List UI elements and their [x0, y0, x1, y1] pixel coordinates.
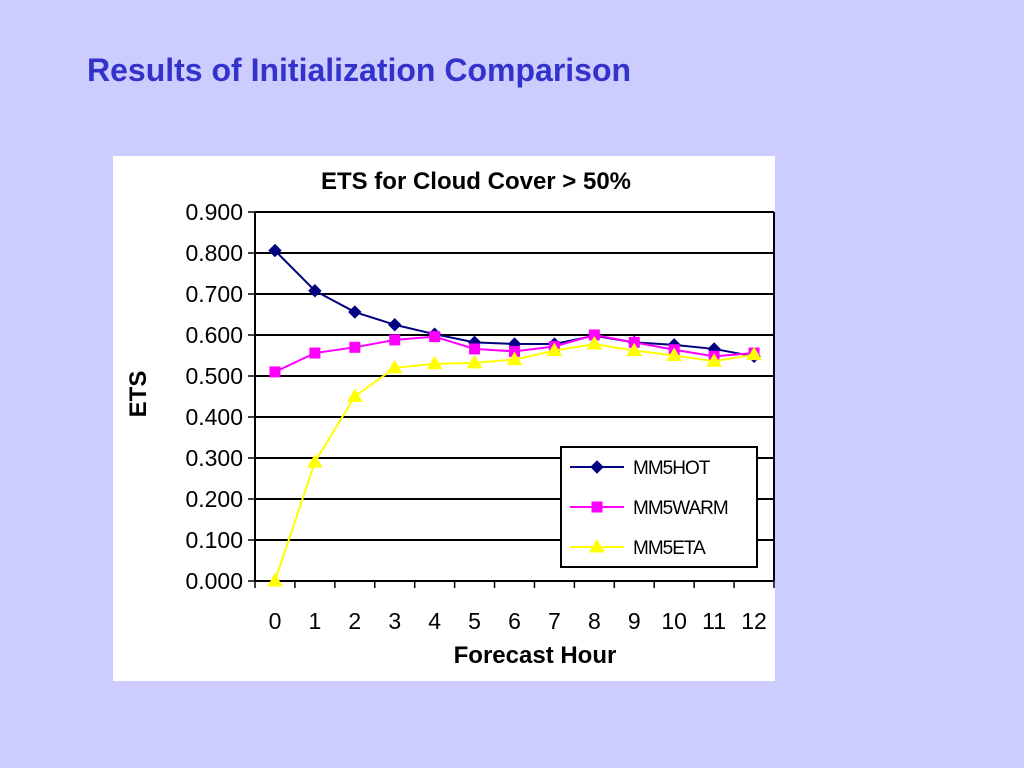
data-point-triangle — [466, 354, 483, 369]
data-point-triangle — [586, 336, 603, 350]
y-tick-label: 0.900 — [185, 199, 243, 225]
data-point-square — [309, 347, 321, 359]
data-point-triangle — [267, 573, 283, 587]
series-lines — [267, 243, 762, 587]
data-point-square — [591, 501, 603, 513]
y-tick-label: 0.600 — [185, 322, 243, 348]
y-tick-label: 0.800 — [185, 240, 243, 266]
legend-label: MM5WARM — [633, 498, 728, 519]
data-point-square — [429, 331, 441, 343]
y-tick-label: 0.000 — [185, 568, 243, 594]
x-tick-label: 5 — [468, 608, 481, 634]
y-tick-label: 0.400 — [185, 404, 243, 430]
data-point-diamond — [388, 318, 402, 332]
data-point-triangle — [506, 351, 523, 366]
data-point-square — [269, 366, 281, 378]
data-point-triangle — [626, 342, 643, 357]
data-point-triangle — [666, 347, 683, 361]
y-axis-label: ETS — [125, 371, 152, 418]
x-tick-label: 10 — [661, 608, 687, 634]
data-point-diamond — [268, 243, 282, 258]
x-tick-label: 9 — [628, 608, 641, 634]
x-tick-label: 2 — [348, 608, 361, 634]
data-point-square — [389, 334, 401, 346]
series-mm5hot — [268, 243, 761, 364]
data-point-triangle — [307, 454, 323, 468]
y-tick-label: 0.200 — [185, 486, 243, 512]
series-mm5eta — [267, 336, 762, 587]
x-tick-label: 6 — [508, 608, 521, 634]
y-tick-label: 0.700 — [185, 281, 243, 307]
data-point-triangle — [346, 388, 363, 402]
data-point-triangle — [386, 359, 403, 374]
data-point-diamond — [308, 284, 322, 298]
data-point-triangle — [746, 346, 762, 361]
x-tick-label: 12 — [741, 608, 767, 634]
chart-title: ETS for Cloud Cover > 50% — [321, 168, 631, 195]
y-tick-label: 0.300 — [185, 445, 243, 471]
data-point-triangle — [706, 353, 722, 367]
slide-title: Results of Initialization Comparison — [87, 52, 632, 88]
x-tick-label: 1 — [308, 608, 321, 634]
chart-panel: ETS for Cloud Cover > 50% ETS Forecast H… — [113, 156, 775, 681]
x-tick-label: 3 — [388, 608, 401, 634]
ets-line-chart: ETS for Cloud Cover > 50% ETS Forecast H… — [125, 168, 775, 669]
x-tick-label: 8 — [588, 608, 601, 634]
data-point-triangle — [589, 539, 605, 553]
legend: MM5HOT MM5WARM MM5ETA — [560, 446, 758, 568]
x-tick-label: 4 — [428, 608, 441, 634]
x-tick-label: 7 — [548, 608, 561, 634]
legend-label: MM5HOT — [633, 458, 711, 479]
data-point-square — [349, 341, 361, 353]
data-point-diamond — [590, 460, 604, 474]
axes: 0.000 0.100 0.200 0.300 0.400 0.500 0.600 0.700… — [185, 199, 775, 634]
data-point-triangle — [546, 342, 563, 357]
x-tick-label: 0 — [269, 608, 282, 634]
x-tick-label: 11 — [702, 608, 726, 634]
y-tick-label: 0.500 — [185, 363, 243, 389]
legend-label: MM5ETA — [633, 538, 706, 559]
data-point-diamond — [348, 305, 362, 319]
x-axis-label: Forecast Hour — [454, 642, 617, 669]
data-point-square — [469, 343, 481, 355]
y-tick-label: 0.100 — [185, 527, 243, 553]
data-point-triangle — [426, 355, 443, 370]
